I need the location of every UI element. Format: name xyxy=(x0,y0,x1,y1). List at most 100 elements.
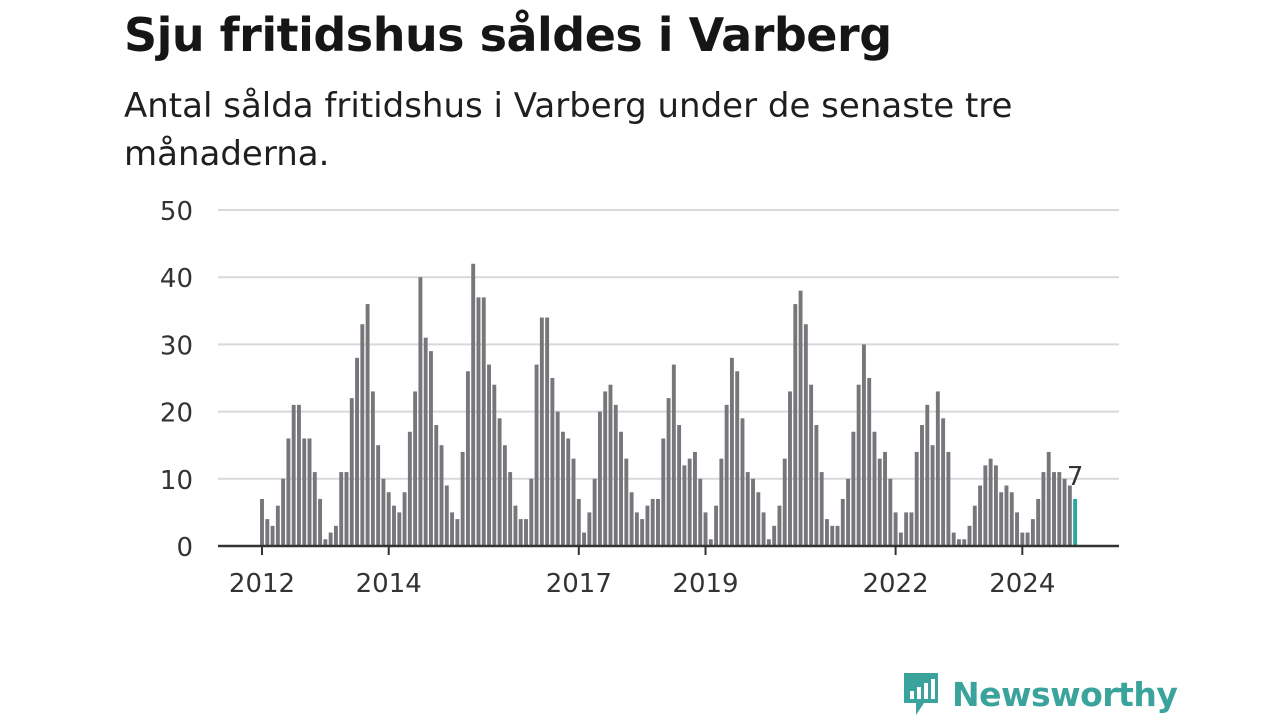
bar xyxy=(297,404,301,546)
bar xyxy=(856,384,861,546)
bar xyxy=(819,472,824,546)
bar xyxy=(825,519,829,546)
bar xyxy=(291,404,296,546)
bar xyxy=(1036,498,1041,546)
bar xyxy=(349,398,354,546)
x-tick-label-2024: 2024 xyxy=(989,569,1055,599)
bar xyxy=(1041,472,1046,546)
bar xyxy=(640,519,645,546)
bar xyxy=(386,492,391,546)
bar xyxy=(835,525,840,546)
bar xyxy=(624,458,629,546)
bar xyxy=(1020,532,1025,546)
y-tick-label-10: 10 xyxy=(160,466,193,496)
brand-name: Newsworthy xyxy=(952,674,1178,714)
y-tick-label-20: 20 xyxy=(160,399,193,429)
bar xyxy=(407,431,412,546)
bar xyxy=(355,357,359,546)
y-tick-label-50: 50 xyxy=(160,197,193,227)
x-axis-ticks: 2012 2014 2017 2019 2022 2024 xyxy=(229,546,1055,599)
bar xyxy=(402,492,407,546)
bar xyxy=(793,304,798,546)
bar xyxy=(465,371,470,546)
bar xyxy=(946,451,951,546)
bar xyxy=(434,425,439,546)
bar xyxy=(1009,492,1014,546)
bar xyxy=(967,525,972,546)
bar xyxy=(729,357,734,546)
latest-value-label: 7 xyxy=(1067,462,1084,492)
bar xyxy=(904,512,909,546)
bar xyxy=(481,297,486,546)
bar xyxy=(455,519,460,546)
bar xyxy=(265,519,270,546)
bar xyxy=(830,525,835,546)
bar xyxy=(1052,472,1056,546)
bar xyxy=(582,532,587,546)
bar xyxy=(935,391,940,546)
bar xyxy=(281,478,286,546)
x-tick-label-2019: 2019 xyxy=(672,569,738,599)
bar xyxy=(893,512,898,546)
bar xyxy=(286,438,291,546)
bar xyxy=(777,505,782,546)
bar xyxy=(735,371,740,546)
bar xyxy=(592,478,597,546)
bar xyxy=(534,364,539,546)
bar xyxy=(413,391,418,546)
y-tick-label-30: 30 xyxy=(160,331,193,361)
bar xyxy=(275,505,280,546)
bar xyxy=(920,425,924,546)
bar xyxy=(376,445,381,546)
bar xyxy=(492,384,497,546)
chart-subtitle: Antal sålda fritidshus i Varberg under d… xyxy=(124,86,1013,174)
bar xyxy=(983,465,988,546)
bar xyxy=(1046,451,1051,546)
bar xyxy=(339,472,344,546)
bar xyxy=(550,378,555,546)
bar xyxy=(714,505,719,546)
bar xyxy=(698,478,703,546)
bar xyxy=(840,498,845,546)
bar xyxy=(888,478,893,546)
bar xyxy=(1004,485,1009,546)
bar xyxy=(925,404,930,546)
bar xyxy=(587,512,592,546)
bar xyxy=(645,505,650,546)
bar xyxy=(682,465,687,546)
bar xyxy=(619,431,623,546)
bar xyxy=(661,438,666,546)
bar xyxy=(561,431,565,546)
bar xyxy=(524,519,528,546)
bar xyxy=(529,478,534,546)
bar xyxy=(555,411,560,546)
bar xyxy=(497,418,502,546)
bar xyxy=(703,512,708,546)
bar xyxy=(328,532,333,546)
bar xyxy=(798,290,803,546)
bar xyxy=(260,498,264,546)
bar xyxy=(867,378,872,546)
bar xyxy=(999,492,1004,546)
bar xyxy=(597,411,602,546)
bar xyxy=(751,478,755,546)
x-tick-label-2017: 2017 xyxy=(546,569,612,599)
bar xyxy=(1025,532,1030,546)
bar xyxy=(423,337,428,546)
bar xyxy=(307,438,312,546)
bar xyxy=(429,351,433,546)
bar xyxy=(576,498,581,546)
bar xyxy=(460,451,465,546)
bar xyxy=(993,465,998,546)
bar xyxy=(629,492,634,546)
x-tick-label-2014: 2014 xyxy=(356,569,422,599)
bar xyxy=(566,438,571,546)
bar xyxy=(740,418,745,546)
bar xyxy=(872,431,877,546)
bar xyxy=(772,525,777,546)
bar xyxy=(941,418,946,546)
bar xyxy=(719,458,724,546)
bar xyxy=(978,485,983,546)
bar xyxy=(333,525,338,546)
y-tick-label-0: 0 xyxy=(176,533,193,563)
